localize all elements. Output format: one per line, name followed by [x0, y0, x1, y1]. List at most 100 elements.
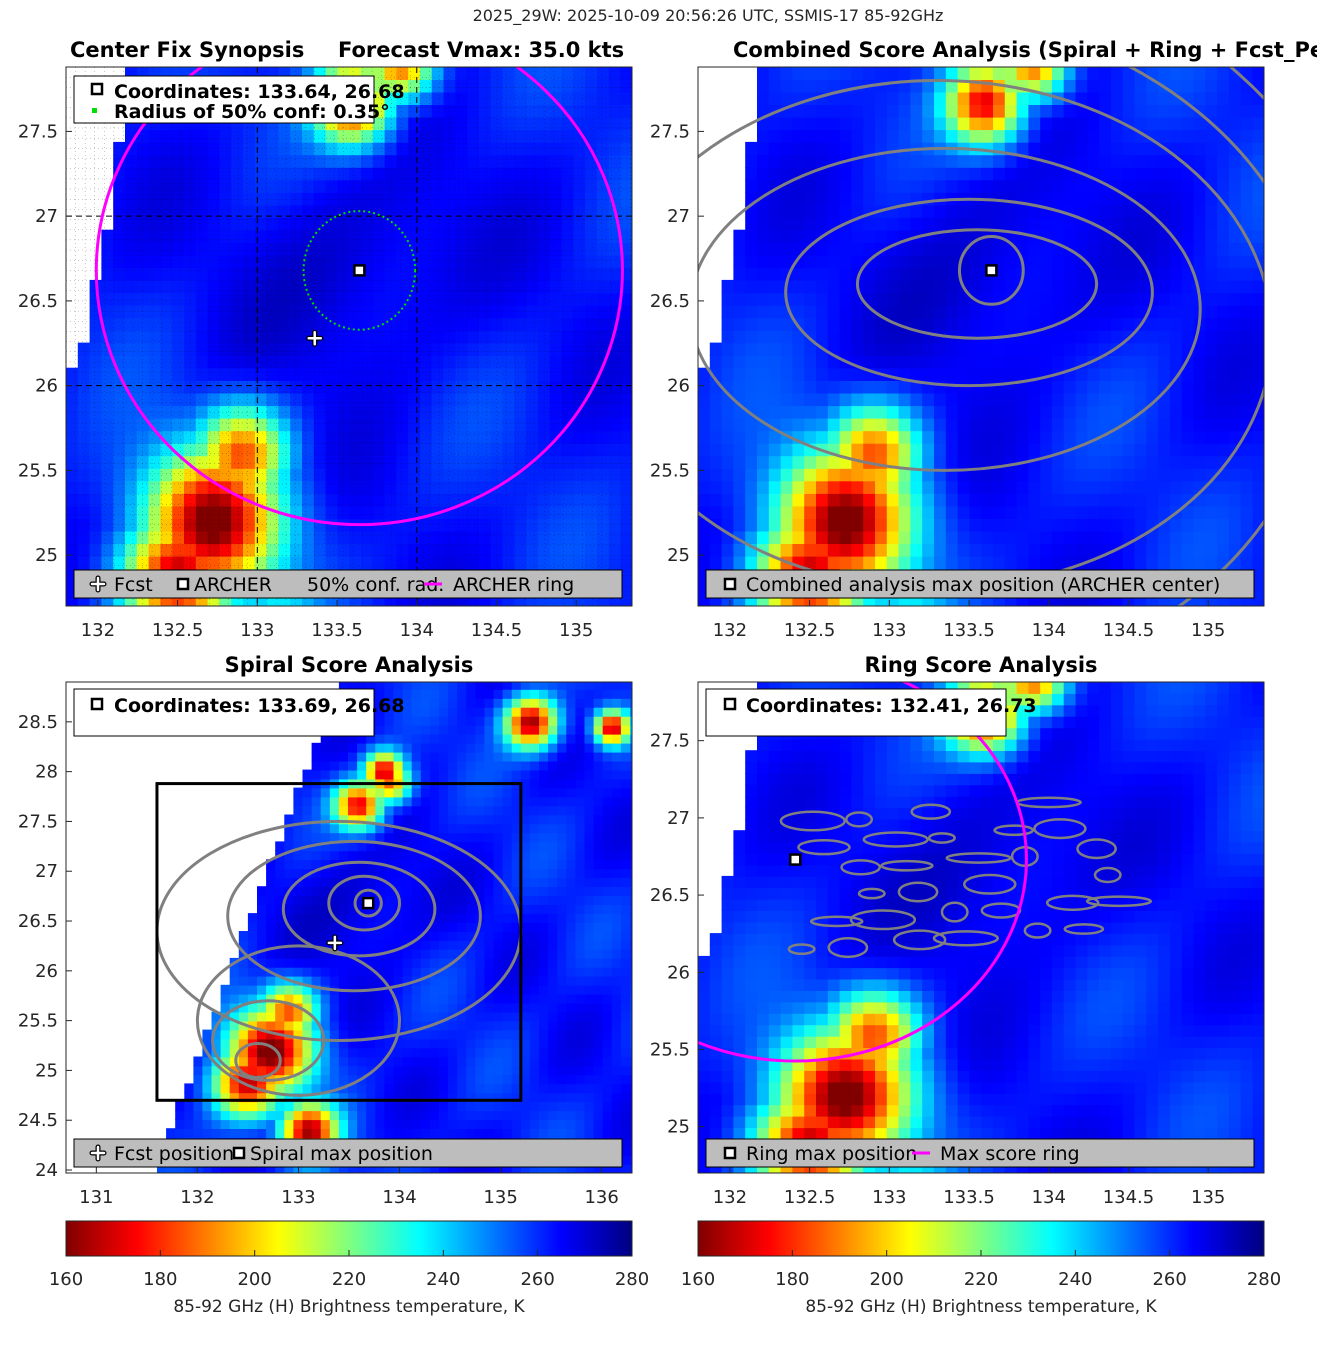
tb-pixel	[375, 1173, 385, 1183]
tb-pixel	[768, 455, 782, 469]
tb-pixel	[1217, 430, 1230, 444]
tb-pixel	[219, 129, 232, 143]
tb-pixel	[278, 254, 291, 269]
tb-pixel	[361, 405, 374, 419]
tb-pixel	[608, 555, 622, 570]
tb-pixel	[478, 405, 492, 419]
tb-pixel	[922, 530, 935, 544]
tb-pixel	[910, 217, 923, 231]
tb-pixel	[969, 179, 982, 193]
tb-pixel	[385, 606, 398, 619]
tb-pixel	[266, 380, 280, 394]
tb-pixel	[585, 91, 598, 105]
tb-pixel	[443, 392, 457, 407]
tb-pixel	[202, 1110, 213, 1121]
tb-pixel	[514, 518, 527, 532]
tb-pixel	[478, 317, 492, 331]
tb-pixel	[539, 1164, 549, 1173]
tb-pixel	[419, 442, 433, 457]
tb-pixel	[1110, 367, 1124, 381]
tb-pixel	[934, 530, 947, 544]
tb-pixel	[384, 442, 398, 457]
tb-pixel	[77, 493, 91, 507]
tb-pixel	[89, 342, 103, 356]
tb-pixel	[231, 505, 244, 519]
tb-pixel	[721, 417, 735, 432]
tb-pixel	[596, 91, 610, 105]
tb-pixel	[1158, 405, 1171, 419]
tb-pixel	[361, 305, 374, 319]
tb-pixel	[172, 505, 185, 519]
tb-pixel	[768, 367, 782, 381]
tb-pixel	[325, 167, 339, 181]
tb-pixel	[502, 104, 516, 118]
tb-pixel	[302, 254, 315, 269]
tb-pixel	[1063, 455, 1077, 469]
tb-pixel	[780, 317, 794, 331]
tb-pixel	[172, 380, 185, 394]
y-tick-label: 27	[35, 206, 58, 227]
tb-pixel	[1217, 380, 1230, 394]
tb-pixel	[490, 430, 504, 444]
tb-pixel	[266, 405, 280, 419]
tb-pixel	[945, 417, 959, 432]
tb-pixel	[243, 505, 256, 519]
tb-pixel	[780, 442, 794, 457]
tb-pixel	[632, 518, 645, 531]
tb-pixel	[1063, 267, 1077, 281]
tb-pixel	[945, 242, 959, 256]
tb-pixel	[1252, 79, 1264, 93]
tb-pixel	[851, 367, 864, 381]
tb-pixel	[290, 342, 303, 356]
tb-pixel	[502, 1110, 513, 1121]
tb-pixel	[957, 493, 971, 507]
tb-pixel	[526, 242, 539, 256]
tb-pixel	[89, 468, 103, 482]
tb-pixel	[402, 1164, 413, 1173]
tb-pixel	[148, 555, 162, 570]
tb-pixel	[945, 154, 959, 168]
tb-pixel	[348, 1110, 358, 1121]
tb-pixel	[1028, 355, 1041, 369]
tb-pixel	[219, 606, 232, 619]
tb-pixel	[1264, 594, 1277, 607]
tb-pixel	[585, 129, 598, 143]
tb-pixel	[514, 543, 527, 557]
tb-pixel	[125, 305, 138, 319]
tb-pixel	[632, 531, 645, 544]
tb-pixel	[361, 217, 374, 231]
tb-pixel	[1075, 480, 1089, 494]
tb-pixel	[243, 292, 256, 306]
tb-pixel	[431, 493, 445, 507]
tb-pixel	[396, 455, 409, 469]
tb-pixel	[1075, 518, 1089, 532]
tb-pixel	[557, 1164, 568, 1173]
tb-pixel	[780, 455, 794, 469]
tb-pixel	[1240, 367, 1254, 381]
tb-pixel	[1205, 229, 1218, 243]
tb-pixel	[537, 267, 551, 281]
tb-pixel	[514, 606, 527, 619]
tb-pixel	[184, 455, 197, 469]
tb-pixel	[125, 480, 138, 494]
tb-pixel	[402, 1101, 413, 1112]
tb-pixel	[243, 468, 256, 482]
tb-pixel	[608, 279, 622, 294]
tb-pixel	[66, 518, 79, 532]
tb-pixel	[1063, 405, 1077, 419]
tb-pixel	[466, 1164, 477, 1173]
tb-pixel	[202, 1173, 212, 1183]
tb-pixel	[302, 129, 315, 143]
tb-pixel	[863, 555, 876, 570]
tb-pixel	[475, 1119, 486, 1129]
tb-pixel	[384, 330, 398, 344]
tb-pixel	[1264, 330, 1277, 343]
tb-pixel	[361, 493, 374, 507]
tb-pixel	[596, 229, 610, 243]
tb-pixel	[478, 192, 492, 206]
tb-pixel	[630, 1101, 632, 1112]
tb-pixel	[207, 254, 221, 269]
tb-pixel	[455, 505, 468, 519]
tb-pixel	[1040, 417, 1053, 432]
tb-pixel	[1252, 555, 1264, 570]
